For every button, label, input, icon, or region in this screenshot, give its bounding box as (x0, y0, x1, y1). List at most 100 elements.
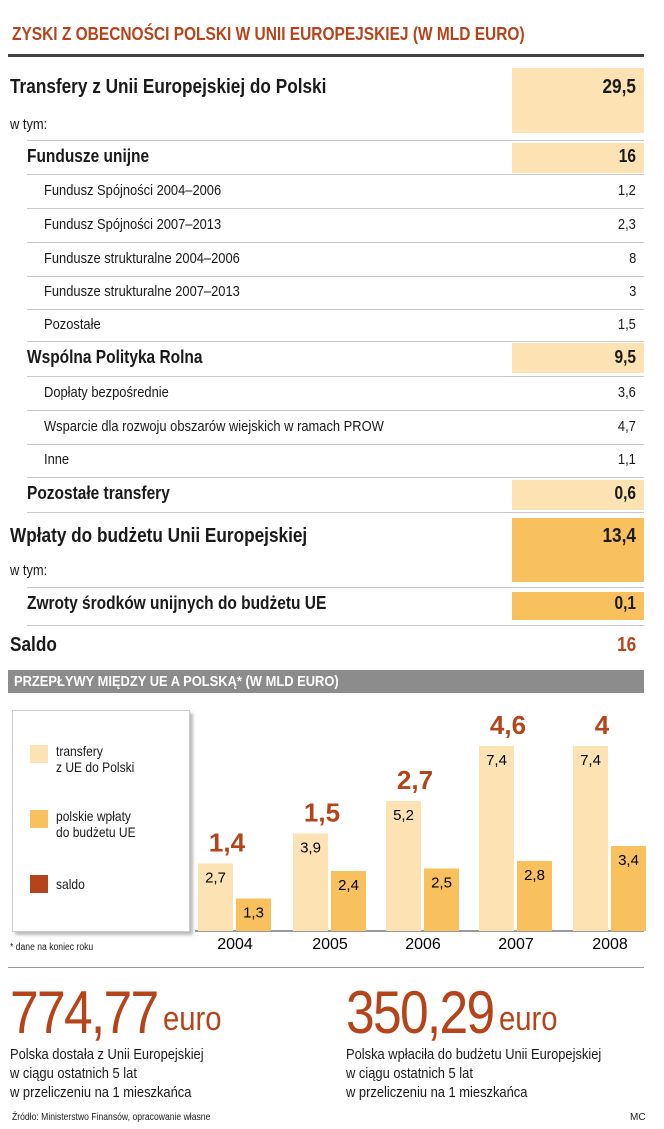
bar-value-label: 2,4 (338, 877, 359, 894)
row-label: Fundusze strukturalne 2004–2006 (44, 250, 240, 267)
row-label: Dopłaty bezpośrednie (44, 384, 169, 401)
row-value: 1,5 (618, 316, 636, 333)
value-cell (512, 592, 644, 620)
title-rule (8, 54, 644, 57)
section-bar (8, 670, 644, 693)
row-separator (27, 276, 644, 277)
bar-value-label: 5,2 (393, 807, 414, 824)
row-value: 1,2 (618, 182, 636, 199)
bar (479, 746, 514, 931)
chart-title: PRZEPŁYWY MIĘDZY UE A POLSKĄ* (W MLD EUR… (14, 673, 339, 690)
row-label: Wspólna Polityka Rolna (27, 347, 203, 368)
row-value: 0,1 (614, 593, 636, 614)
saldo-label: 1,5 (304, 798, 340, 828)
source: Źródło: Ministerstwo Finansów, opracowan… (12, 1112, 211, 1123)
row-value: 29,5 (602, 76, 636, 98)
bar (293, 833, 328, 931)
bar (573, 746, 608, 931)
bar-value-label: 1,3 (243, 905, 264, 922)
bar-value-label: 3,9 (300, 840, 321, 857)
divider (8, 967, 644, 968)
legend-label: transfery z UE do Polski (56, 743, 135, 775)
row-value: 4,7 (618, 418, 636, 435)
value-cell (512, 343, 644, 373)
value-cell (512, 143, 644, 173)
row-separator (27, 208, 644, 209)
saldo-label: 1,4 (209, 828, 246, 858)
legend-swatch (30, 810, 48, 828)
value-cell (512, 68, 644, 133)
row-label: Wpłaty do budżetu Unii Europejskiej (10, 525, 308, 547)
row-value: 16 (616, 634, 636, 656)
row-separator (27, 410, 644, 411)
row-value: 3,6 (618, 384, 636, 401)
stat-value: 774,77 (10, 979, 159, 1046)
bar-value-label: 3,4 (618, 852, 639, 869)
row-separator (27, 587, 644, 588)
bar (611, 846, 646, 931)
row-value: 9,5 (614, 347, 636, 368)
bar (386, 801, 421, 931)
author: MC (630, 1112, 646, 1123)
stat-text: Polska dostała z Unii Europejskiej w cią… (10, 1046, 204, 1101)
row-label: Pozostałe transfery (27, 483, 170, 504)
row-separator (27, 341, 644, 342)
row-label: Pozostałe (44, 316, 101, 333)
row-separator (27, 309, 644, 310)
stat-unit: euro (163, 1000, 222, 1038)
x-tick-label: 2006 (405, 936, 441, 953)
row-value: 0,6 (614, 483, 636, 504)
row-label: w tym: (10, 562, 48, 579)
bar (331, 871, 366, 931)
x-tick-label: 2007 (498, 936, 534, 953)
row-value: 13,4 (602, 525, 636, 547)
bar-value-label: 2,7 (205, 870, 226, 887)
row-separator (27, 444, 644, 445)
row-value: 3 (628, 283, 636, 300)
value-cell (512, 518, 644, 582)
row-separator (27, 140, 644, 141)
chart: 2004 2,7 1,3 1,4 2005 3,9 2,4 1,5 2006 5,2 2,5 2,7 2… (195, 710, 646, 953)
x-tick-label: 2008 (592, 936, 628, 953)
footnote: * dane na koniec roku (10, 942, 94, 953)
legend-swatch (30, 875, 48, 893)
legend-swatch (30, 745, 48, 763)
saldo-label: 2,7 (397, 765, 433, 795)
row-label: Zwroty środków unijnych do budżetu UE (27, 593, 327, 614)
row-label: Wsparcie dla rozwoju obszarów wiejskich … (44, 418, 384, 435)
saldo-label: 4 (595, 710, 610, 740)
value-cell (512, 480, 644, 510)
row-label: Inne (44, 451, 70, 468)
bar-value-label: 2,5 (431, 875, 452, 892)
bar (236, 898, 271, 931)
bar-value-label: 2,8 (524, 867, 545, 884)
row-label: Fundusze strukturalne 2007–2013 (44, 283, 240, 300)
legend (12, 710, 190, 932)
row-separator (27, 512, 644, 513)
stat-text: Polska wpłaciła do budżetu Unii Europejs… (346, 1046, 602, 1101)
bar (198, 863, 233, 931)
stat-value: 350,29 (346, 979, 495, 1046)
row-value: 1,1 (618, 451, 636, 468)
saldo-label: 4,6 (490, 710, 526, 740)
row-label: Fundusze unijne (27, 146, 150, 167)
row-value: 16 (618, 146, 636, 167)
bar (517, 861, 552, 931)
bar-value-label: 7,4 (580, 752, 601, 769)
legend-label: saldo (56, 876, 85, 892)
x-tick-label: 2005 (312, 936, 348, 953)
row-separator (27, 242, 644, 243)
row-value: 2,3 (618, 216, 636, 233)
stat-unit: euro (499, 1000, 558, 1038)
row-value: 8 (628, 250, 636, 267)
legend-label: polskie wpłaty do budżetu UE (56, 808, 136, 840)
row-label: Fundusz Spójności 2004–2006 (44, 182, 222, 199)
row-label: Saldo (10, 634, 57, 656)
row-separator (27, 174, 644, 175)
title: ZYSKI Z OBECNOŚCI POLSKI W UNII EUROPEJS… (12, 24, 525, 44)
row-separator (27, 376, 644, 377)
x-tick-label: 2004 (217, 936, 253, 953)
row-label: Transfery z Unii Europejskiej do Polski (10, 76, 327, 98)
row-separator (27, 477, 644, 478)
